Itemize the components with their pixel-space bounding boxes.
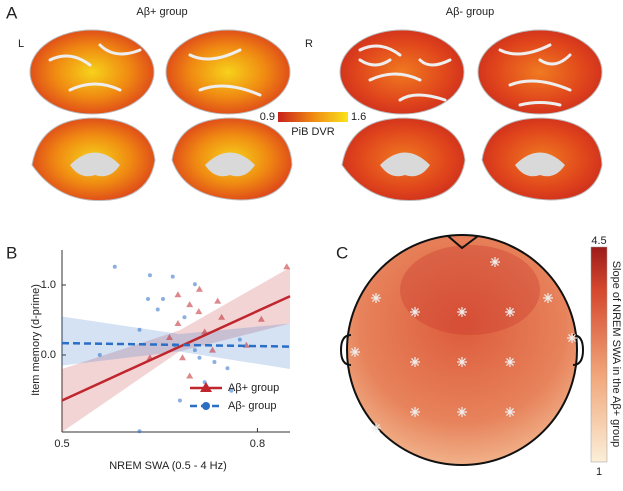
y-tick-label: 0.0 xyxy=(41,349,56,361)
confidence-band xyxy=(62,267,290,432)
panel-label: C xyxy=(336,243,348,262)
colorbar-min: 0.9 xyxy=(260,111,275,123)
y-axis-label: Item memory (d-prime) xyxy=(30,284,42,396)
colorbar-min: 1 xyxy=(596,466,602,478)
data-point xyxy=(208,346,216,353)
data-point xyxy=(155,307,160,312)
electrode xyxy=(458,308,466,316)
data-point xyxy=(186,301,194,308)
confidence-band xyxy=(62,316,290,369)
x-axis-label: NREM SWA (0.5 - 4 Hz) xyxy=(109,460,227,472)
data-point xyxy=(97,353,102,357)
topomap xyxy=(339,234,585,466)
data-point xyxy=(174,320,182,326)
data-point xyxy=(257,315,265,322)
panel-label: B xyxy=(6,243,17,262)
data-point xyxy=(192,282,197,287)
electrode xyxy=(372,294,380,302)
data-point xyxy=(229,388,234,393)
data-point xyxy=(137,327,142,332)
fit-line xyxy=(61,295,291,402)
data-point xyxy=(177,398,182,403)
scatter-plot: 0.0 1.0 0.5 0.8 Aβ+ group Aβ- group xyxy=(41,250,291,450)
electrode xyxy=(506,308,514,316)
group-title: Aβ- group xyxy=(446,6,495,18)
electrode xyxy=(506,358,514,366)
data-point xyxy=(197,355,202,360)
legend-label: Aβ+ group xyxy=(228,382,279,394)
data-point xyxy=(160,297,165,301)
x-tick-label: 0.8 xyxy=(250,438,265,450)
y-tick-label: 1.0 xyxy=(41,279,56,291)
legend-marker xyxy=(200,382,212,392)
colorbar xyxy=(590,246,608,463)
data-point xyxy=(212,360,217,364)
legend-label: Aβ- group xyxy=(228,400,277,412)
data-point xyxy=(174,291,182,298)
x-tick-label: 0.5 xyxy=(54,438,69,450)
electrode xyxy=(491,258,499,266)
data-point xyxy=(170,274,175,279)
data-point xyxy=(195,285,203,292)
hemisphere-label: L xyxy=(18,38,24,50)
electrode xyxy=(411,308,419,316)
fit-line xyxy=(61,341,291,348)
data-point xyxy=(201,328,209,335)
electrode xyxy=(458,408,466,416)
data-point xyxy=(218,313,226,320)
data-point xyxy=(165,334,173,340)
electrode xyxy=(568,334,576,342)
group-title: Aβ+ group xyxy=(136,6,187,18)
data-point xyxy=(195,308,203,315)
colorbar-max: 1.6 xyxy=(351,111,366,123)
data-point xyxy=(182,315,187,320)
colorbar-max: 4.5 xyxy=(591,235,606,247)
hemisphere-label: R xyxy=(305,38,313,50)
brain-renderings xyxy=(29,29,603,202)
data-point xyxy=(283,263,291,270)
data-point xyxy=(186,372,194,379)
data-point xyxy=(147,273,152,278)
colorbar-title: Slope of NREM SWA in the Aβ+ group xyxy=(610,261,622,448)
electrode xyxy=(544,294,552,302)
electrode xyxy=(411,408,419,416)
data-point xyxy=(214,297,222,304)
electrode xyxy=(458,358,466,366)
data-point xyxy=(225,366,230,371)
electrode xyxy=(411,358,419,366)
electrode xyxy=(506,408,514,416)
data-point xyxy=(192,348,197,353)
data-point xyxy=(237,337,242,342)
legend-marker xyxy=(202,402,210,410)
data-point xyxy=(137,429,142,434)
panel-label: A xyxy=(6,3,18,22)
electrode xyxy=(351,348,359,356)
data-point xyxy=(112,264,117,269)
data-point xyxy=(145,297,150,301)
data-point xyxy=(179,354,187,361)
colorbar-title: PiB DVR xyxy=(291,126,334,138)
electrode xyxy=(372,424,380,432)
